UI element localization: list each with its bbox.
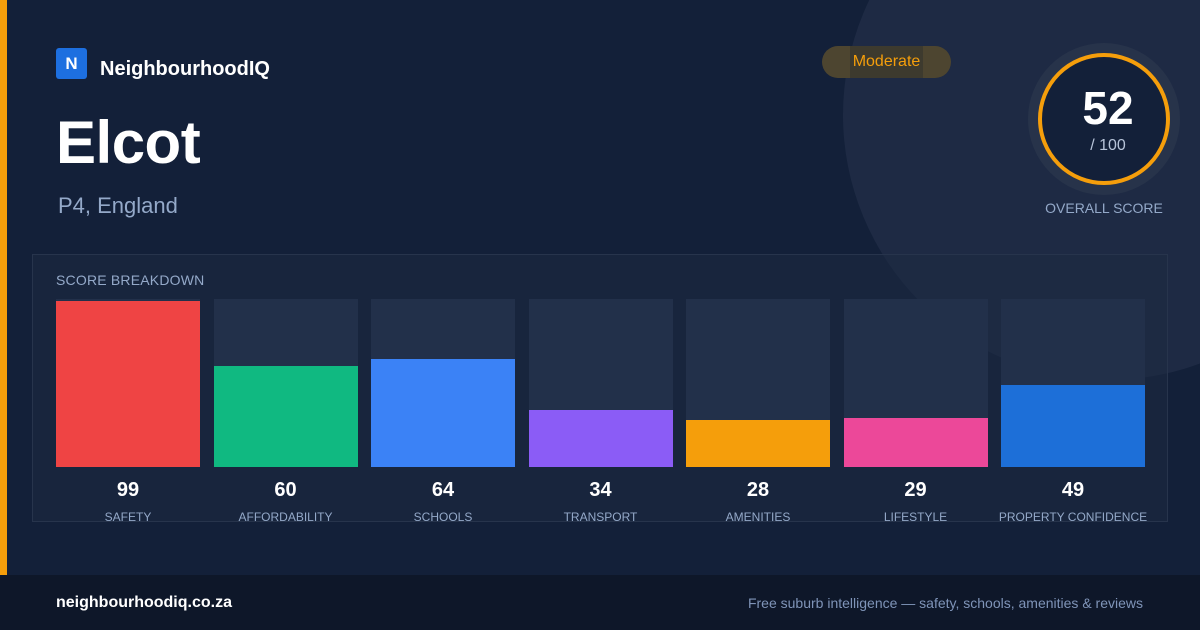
share-card: N NeighbourhoodIQ Elcot P4, England Mode… [0,0,1200,575]
overall-score-caption: OVERALL SCORE [1045,200,1163,216]
bar-value: 99 [116,479,140,501]
bar-fill [213,366,358,467]
suburb-location: P4, England [58,193,178,218]
bar-track [56,299,200,467]
bar-fill [56,301,200,467]
bar-fill [686,420,830,467]
bar-label: SAFETY [104,510,152,524]
bar-value: 29 [904,479,927,501]
bar-fill [371,359,515,467]
bar-value: 60 [274,479,297,501]
overall-score-ring: 52 / 100 [1028,43,1180,195]
footer: neighbourhoodiq.co.za Free suburb intell… [0,575,1200,630]
bar-label: AFFORDABILITY [238,510,333,524]
overall-score-circle: 52 / 100 [1038,53,1170,185]
bar-value: 34 [589,479,612,501]
suburb-title: Elcot [56,109,201,176]
overall-score-max: / 100 [1090,137,1126,154]
bar-label: AMENITIES [725,510,791,524]
score-breakdown-panel: SCORE BREAKDOWN 99 SAFETY 60 AFFORDABILITY 6… [32,254,1168,524]
overall-score-value: 52 [1082,82,1134,134]
bar-track [686,299,830,467]
brand-name: NeighbourhoodIQ [100,58,270,80]
bar-value: 49 [1061,479,1085,501]
bar-label: LIFESTYLE [883,510,948,524]
brand: N NeighbourhoodIQ [56,46,270,81]
bar-track [843,299,988,467]
bar-track [213,299,358,467]
score-breakdown-label: SCORE BREAKDOWN [56,272,205,288]
bar-label: SCHOOLS [413,510,473,524]
footer-domain: neighbourhoodiq.co.za [56,594,232,611]
bar-track [528,299,673,467]
bar-track [1001,299,1145,467]
bar-fill [528,410,673,467]
bar-label: TRANSPORT [563,510,638,524]
bar-label: PROPERTY CONFIDENCE [998,510,1148,524]
rating-label: Moderate [852,53,921,70]
bar-fill [843,418,988,467]
footer-tagline: Free suburb intelligence — safety, schoo… [747,595,1143,611]
accent-bar [0,0,7,575]
bar-value: 28 [746,479,770,501]
logo-letter: N [65,53,78,73]
rating-badge: Moderate [822,46,951,78]
bar-track [371,299,515,467]
bar-value: 64 [431,479,455,501]
logo-icon: N [56,48,87,79]
bar-fill [1001,385,1145,467]
